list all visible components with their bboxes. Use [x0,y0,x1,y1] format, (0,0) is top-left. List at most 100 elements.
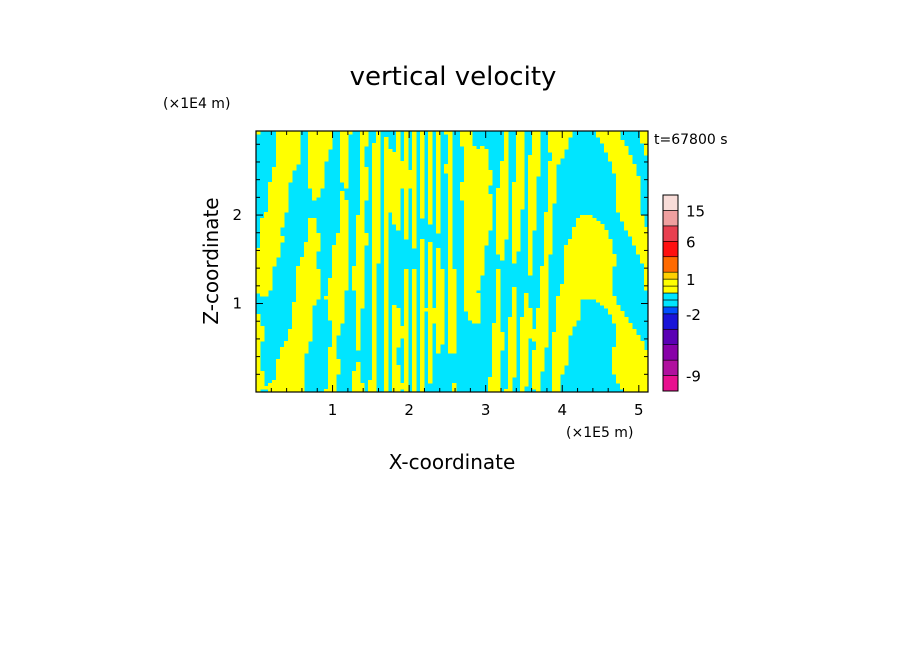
field-cell [540,287,545,291]
field-cell [372,323,377,327]
field-cell [560,287,565,291]
field-cell [564,278,569,282]
field-cell [436,146,441,150]
field-cell [420,251,425,255]
field-cell [568,245,573,249]
field-cell [268,182,273,186]
field-cell [608,311,613,315]
field-cell [436,167,441,171]
field-cell [308,242,313,246]
field-cell [528,164,533,168]
field-cell [448,257,453,261]
field-cell [292,308,297,312]
field-cell [584,218,589,222]
field-cell [276,131,281,135]
field-cell [636,371,641,375]
field-cell [420,299,425,303]
field-cell [472,275,477,279]
field-cell [372,389,377,393]
field-cell [568,239,573,243]
field-cell [480,164,485,168]
field-cell [340,143,345,147]
field-cell [540,266,545,270]
field-cell [512,197,517,201]
field-cell [396,140,401,144]
field-cell [268,215,273,219]
field-cell [256,326,261,330]
field-cell [428,263,433,267]
field-cell [448,209,453,213]
field-cell [468,239,473,243]
field-cell [296,302,301,306]
field-cell [612,308,617,312]
field-cell [620,362,625,366]
field-cell [576,251,581,255]
field-cell [528,227,533,231]
field-cell [276,137,281,141]
field-cell [468,245,473,249]
field-cell [428,155,433,159]
field-cell [632,347,637,351]
field-cell [500,194,505,198]
field-cell [464,290,469,294]
field-cell [384,209,389,213]
field-cell [584,287,589,291]
field-cell [528,323,533,327]
field-cell [300,275,305,279]
field-cell [488,215,493,219]
field-cell [560,152,565,156]
field-cell [428,332,433,336]
field-cell [316,173,321,177]
field-cell [516,182,521,186]
field-cell [340,284,345,288]
field-cell [468,266,473,270]
field-cell [288,149,293,153]
field-cell [316,287,321,291]
field-cell [524,299,529,303]
field-cell [472,278,477,282]
field-cell [592,263,597,267]
field-cell [332,317,337,321]
field-cell [576,263,581,267]
field-cell [268,254,273,258]
field-cell [404,164,409,168]
field-cell [320,149,325,153]
field-cell [464,134,469,138]
field-cell [332,245,337,249]
field-cell [540,347,545,351]
field-cell [604,278,609,282]
field-cell [472,227,477,231]
field-cell [528,167,533,171]
field-cell [360,149,365,153]
field-cell [264,224,269,228]
field-cell [520,380,525,384]
field-cell [472,182,477,186]
field-cell [300,263,305,267]
field-cell [536,146,541,150]
field-cell [636,359,641,363]
colorbar-tick-label: -2 [686,306,701,324]
field-cell [604,293,609,297]
field-cell [604,236,609,240]
field-cell [620,215,625,219]
field-cell [496,362,501,366]
field-cell [372,170,377,174]
field-cell [272,239,277,243]
field-cell [468,215,473,219]
field-cell [640,254,645,258]
field-cell [404,272,409,276]
field-cell [504,131,509,135]
field-cell [276,383,281,387]
field-cell [288,359,293,363]
field-cell [376,251,381,255]
field-cell [316,182,321,186]
field-cell [528,173,533,177]
field-cell [288,356,293,360]
field-cell [276,242,281,246]
field-cell [404,173,409,177]
field-cell [272,383,277,387]
field-cell [360,191,365,195]
field-cell [332,296,337,300]
field-cell [512,194,517,198]
field-cell [308,281,313,285]
